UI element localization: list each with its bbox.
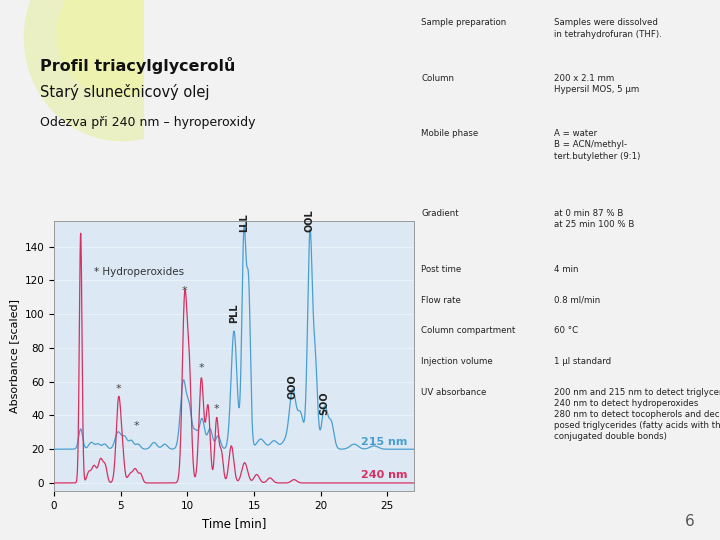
Text: OOO: OOO xyxy=(288,374,297,399)
Text: *: * xyxy=(116,383,122,394)
Circle shape xyxy=(58,0,179,97)
Text: Flow rate: Flow rate xyxy=(421,295,461,305)
Text: Odezva při 240 nm – hyroperoxidy: Odezva při 240 nm – hyroperoxidy xyxy=(40,116,255,129)
Text: Injection volume: Injection volume xyxy=(421,357,493,366)
Y-axis label: Absorbance [scaled]: Absorbance [scaled] xyxy=(9,299,19,414)
Text: Profil triacylglycerolů: Profil triacylglycerolů xyxy=(40,57,235,73)
Text: OOL: OOL xyxy=(305,209,315,232)
Text: Samples were dissolved
in tetrahydrofuran (THF).: Samples were dissolved in tetrahydrofura… xyxy=(554,18,662,38)
Text: *: * xyxy=(214,404,220,414)
Text: Gradient: Gradient xyxy=(421,210,459,218)
Circle shape xyxy=(24,0,220,140)
Text: UV absorbance: UV absorbance xyxy=(421,388,487,397)
Text: LLL: LLL xyxy=(239,213,249,232)
Text: A = water
B = ACN/methyl-
tert.butylether (9:1): A = water B = ACN/methyl- tert.butylethe… xyxy=(554,129,640,160)
Text: at 0 min 87 % B
at 25 min 100 % B: at 0 min 87 % B at 25 min 100 % B xyxy=(554,210,634,230)
X-axis label: Time [min]: Time [min] xyxy=(202,517,266,530)
Text: * Hydroperoxides: * Hydroperoxides xyxy=(94,267,184,277)
Text: 215 nm: 215 nm xyxy=(361,437,408,448)
Text: Mobile phase: Mobile phase xyxy=(421,129,479,138)
Text: SOO: SOO xyxy=(320,392,330,415)
Text: PLL: PLL xyxy=(229,303,239,323)
Text: 200 x 2.1 mm
Hypersil MOS, 5 μm: 200 x 2.1 mm Hypersil MOS, 5 μm xyxy=(554,74,639,94)
Text: Column: Column xyxy=(421,74,454,83)
Text: *: * xyxy=(199,363,204,373)
Text: Column compartment: Column compartment xyxy=(421,326,516,335)
Text: Starý slunečnicový olej: Starý slunečnicový olej xyxy=(40,84,209,100)
Text: Sample preparation: Sample preparation xyxy=(421,18,506,28)
Text: 200 nm and 215 nm to detect triglycerides
240 nm to detect hydroperoxides
280 nm: 200 nm and 215 nm to detect triglyceride… xyxy=(554,388,720,441)
Text: 60 °C: 60 °C xyxy=(554,326,578,335)
Text: 0.8 ml/min: 0.8 ml/min xyxy=(554,295,600,305)
Text: *: * xyxy=(182,286,187,296)
Text: Post time: Post time xyxy=(421,265,462,274)
Text: 6: 6 xyxy=(685,514,695,529)
Text: 240 nm: 240 nm xyxy=(361,469,408,480)
Text: 1 μl standard: 1 μl standard xyxy=(554,357,611,366)
Text: 4 min: 4 min xyxy=(554,265,578,274)
Text: *: * xyxy=(134,421,140,431)
